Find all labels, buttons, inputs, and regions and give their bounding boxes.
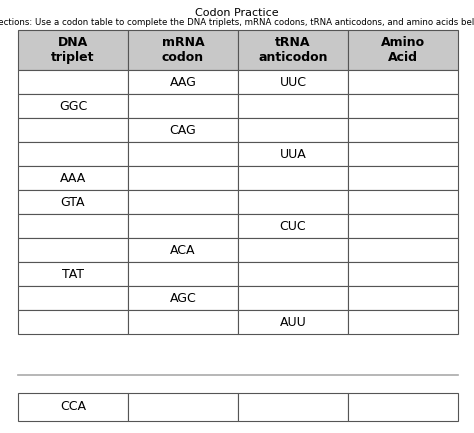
Bar: [18, 393, 128, 421]
Text: Codon Practice: Codon Practice: [195, 8, 279, 18]
Bar: [18, 118, 128, 142]
Text: TAT: TAT: [62, 268, 84, 281]
Bar: [128, 310, 238, 334]
Bar: [238, 238, 348, 262]
Text: AUU: AUU: [280, 316, 306, 329]
Bar: [348, 166, 458, 190]
Bar: [128, 70, 238, 94]
Bar: [18, 94, 128, 118]
Bar: [238, 94, 348, 118]
Bar: [348, 190, 458, 214]
Bar: [348, 310, 458, 334]
Bar: [238, 393, 348, 421]
Bar: [18, 310, 128, 334]
Bar: [348, 142, 458, 166]
Text: GTA: GTA: [61, 196, 85, 209]
Bar: [18, 286, 128, 310]
Bar: [18, 30, 128, 70]
Bar: [348, 238, 458, 262]
Text: AAA: AAA: [60, 171, 86, 184]
Text: AGC: AGC: [170, 291, 196, 304]
Bar: [238, 262, 348, 286]
Text: CAG: CAG: [170, 123, 196, 136]
Bar: [18, 190, 128, 214]
Bar: [128, 214, 238, 238]
Text: CUC: CUC: [280, 220, 306, 233]
Bar: [18, 142, 128, 166]
Bar: [128, 166, 238, 190]
Bar: [128, 30, 238, 70]
Bar: [348, 262, 458, 286]
Bar: [128, 94, 238, 118]
Bar: [128, 238, 238, 262]
Text: DNA
triplet: DNA triplet: [51, 36, 95, 64]
Bar: [238, 310, 348, 334]
Text: ACA: ACA: [170, 243, 196, 256]
Bar: [348, 94, 458, 118]
Bar: [348, 286, 458, 310]
Text: UUA: UUA: [280, 148, 306, 161]
Text: UUC: UUC: [280, 75, 307, 88]
Bar: [238, 190, 348, 214]
Text: CCA: CCA: [60, 401, 86, 414]
Text: GGC: GGC: [59, 100, 87, 113]
Bar: [128, 393, 238, 421]
Bar: [238, 142, 348, 166]
Bar: [128, 262, 238, 286]
Bar: [238, 166, 348, 190]
Bar: [238, 286, 348, 310]
Bar: [128, 118, 238, 142]
Bar: [348, 393, 458, 421]
Text: tRNA
anticodon: tRNA anticodon: [258, 36, 328, 64]
Bar: [128, 286, 238, 310]
Bar: [128, 142, 238, 166]
Bar: [18, 238, 128, 262]
Bar: [348, 214, 458, 238]
Bar: [18, 214, 128, 238]
Text: mRNA
codon: mRNA codon: [162, 36, 204, 64]
Text: AAG: AAG: [170, 75, 196, 88]
Bar: [348, 118, 458, 142]
Bar: [128, 190, 238, 214]
Bar: [238, 30, 348, 70]
Text: Directions: Use a codon table to complete the DNA triplets, mRNA codons, tRNA an: Directions: Use a codon table to complet…: [0, 18, 474, 27]
Bar: [18, 166, 128, 190]
Bar: [238, 214, 348, 238]
Bar: [18, 262, 128, 286]
Bar: [18, 70, 128, 94]
Bar: [348, 30, 458, 70]
Bar: [238, 70, 348, 94]
Bar: [238, 118, 348, 142]
Text: Amino
Acid: Amino Acid: [381, 36, 425, 64]
Bar: [348, 70, 458, 94]
